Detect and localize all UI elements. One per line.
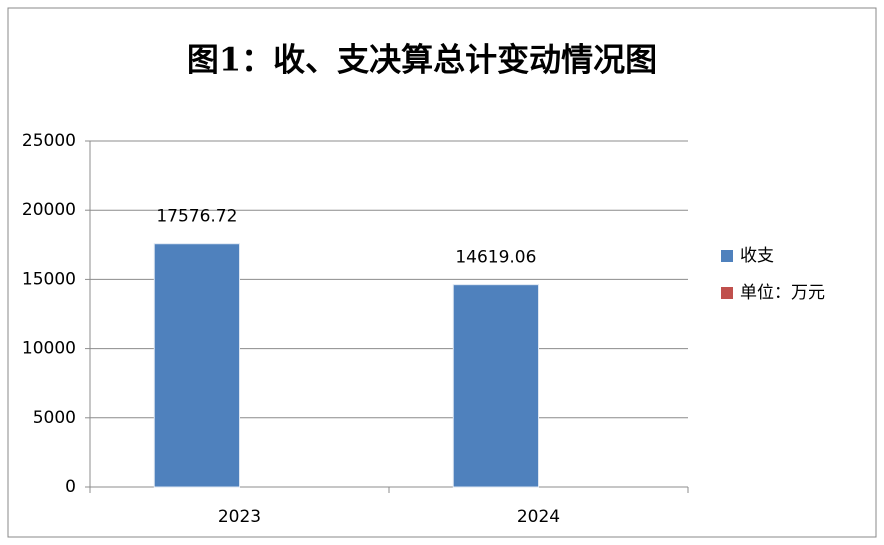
- legend-swatch: [721, 250, 733, 262]
- bar: [153, 243, 240, 488]
- chart-title: 图1：收、支决算总计变动情况图: [187, 41, 657, 79]
- bar: [452, 284, 539, 488]
- y-tick-label: 5000: [33, 408, 76, 428]
- x-tick-label: 2024: [517, 507, 560, 527]
- y-tick-label: 15000: [22, 269, 76, 289]
- x-tick-label: 2023: [218, 507, 261, 527]
- y-tick-label: 25000: [22, 131, 76, 151]
- data-label: 14619.06: [455, 248, 536, 268]
- y-tick-label: 20000: [22, 200, 76, 220]
- legend-swatch: [721, 287, 733, 299]
- chart-border: [7, 7, 877, 538]
- y-tick-label: 10000: [22, 339, 76, 359]
- data-label: 17576.72: [156, 207, 237, 227]
- legend-label: 单位：万元: [740, 283, 825, 303]
- y-tick-label: 0: [65, 477, 76, 497]
- legend-label: 收支: [740, 246, 774, 266]
